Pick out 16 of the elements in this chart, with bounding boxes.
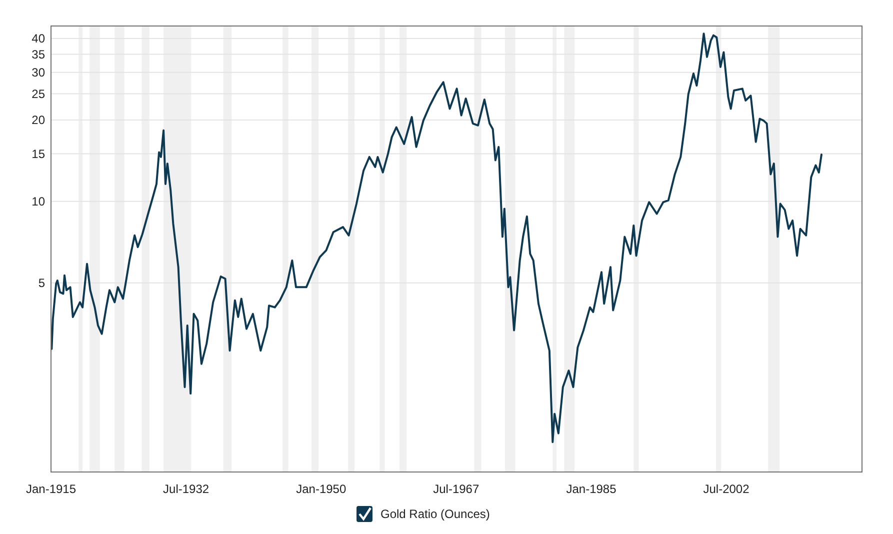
y-tick-label: 20 (32, 113, 46, 128)
x-tick-label: Jul-2002 (703, 482, 750, 496)
x-tick-label: Jan-1915 (26, 482, 76, 496)
y-tick-label: 30 (32, 66, 46, 80)
y-tick-label: 40 (32, 32, 46, 46)
legend-label: Gold Ratio (Ounces) (380, 507, 490, 522)
y-tick-label: 15 (32, 146, 46, 161)
x-tick-label: Jul-1967 (433, 482, 480, 496)
y-tick-label: 10 (32, 194, 46, 209)
x-tick-label: Jul-1932 (163, 482, 210, 496)
y-tick-label: 35 (32, 47, 46, 62)
line-series (50, 32, 822, 444)
x-tick-label: Jan-1985 (566, 482, 617, 496)
y-tick-label: 25 (32, 86, 46, 101)
x-tick-label: Jan-1950 (296, 482, 346, 496)
y-tick-label: 5 (38, 276, 46, 290)
